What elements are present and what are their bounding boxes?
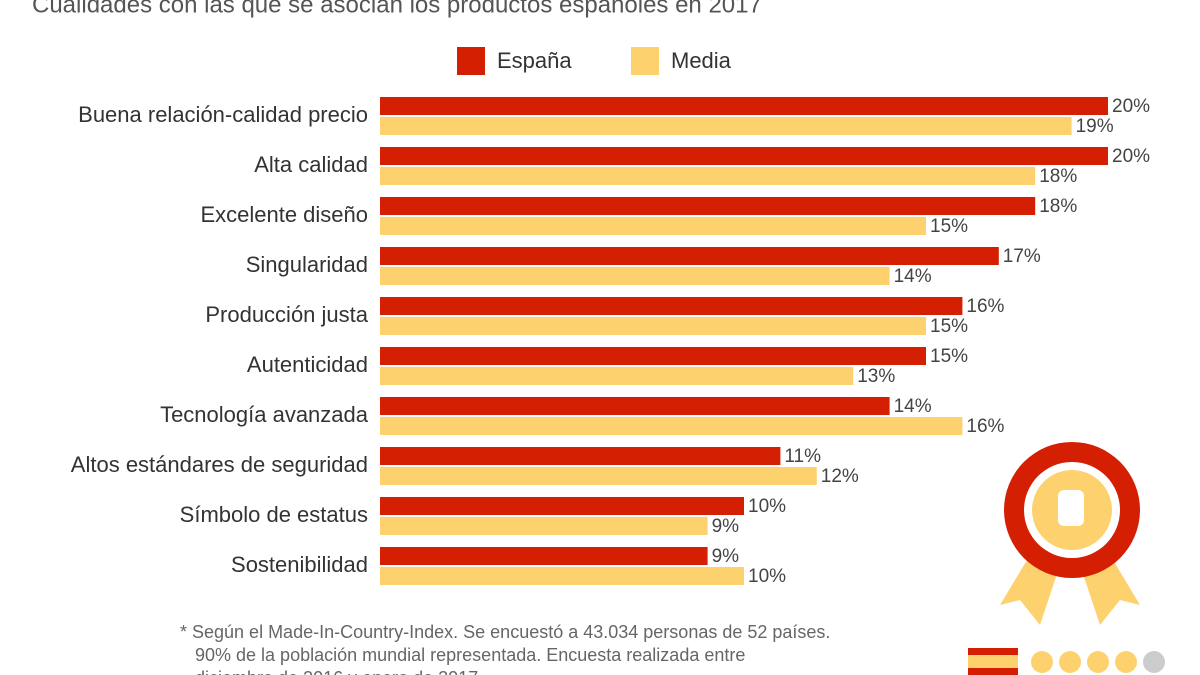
- value-label: 19%: [1076, 116, 1114, 137]
- category-label: Buena relación-calidad precio: [78, 102, 368, 127]
- value-label: 14%: [894, 266, 932, 287]
- category-label: Alta calidad: [254, 152, 368, 177]
- value-label: 15%: [930, 216, 968, 237]
- bar: [380, 567, 744, 585]
- category-label: Sostenibilidad: [231, 552, 368, 577]
- bar: [380, 117, 1072, 135]
- footnote: * Según el Made-In-Country-Index. Se enc…: [180, 622, 830, 642]
- value-label: 12%: [821, 466, 859, 487]
- category-label: Autenticidad: [247, 352, 368, 377]
- ribbon: [1000, 555, 1060, 625]
- footnote: diciembre de 2016 y enero de 2017: [195, 668, 478, 675]
- bar: [380, 247, 999, 265]
- legend-label: España: [497, 48, 572, 73]
- value-label: 17%: [1003, 246, 1041, 267]
- value-label: 15%: [930, 316, 968, 337]
- bar: [380, 417, 963, 435]
- value-label: 16%: [966, 296, 1004, 317]
- chart-subtitle: Cualidades con las que se asocian los pr…: [32, 0, 762, 18]
- value-label: 10%: [748, 566, 786, 587]
- bar: [380, 397, 890, 415]
- value-label: 18%: [1039, 166, 1077, 187]
- legend-swatch: [631, 47, 659, 75]
- value-label: 18%: [1039, 196, 1077, 217]
- bar: [380, 267, 890, 285]
- bar: [380, 467, 817, 485]
- value-label: 10%: [748, 496, 786, 517]
- value-label: 15%: [930, 346, 968, 367]
- bar: [380, 297, 963, 315]
- bar: [380, 547, 708, 565]
- value-label: 13%: [857, 366, 895, 387]
- decoration: [968, 442, 1165, 675]
- value-label: 20%: [1112, 96, 1150, 117]
- category-label: Altos estándares de seguridad: [71, 452, 368, 477]
- bar: [380, 167, 1036, 185]
- category-label: Tecnología avanzada: [160, 402, 369, 427]
- stars: [1031, 651, 1165, 673]
- flag: [968, 655, 1018, 668]
- bar: [380, 517, 708, 535]
- legend-swatch: [457, 47, 485, 75]
- value-label: 9%: [712, 516, 740, 537]
- value-label: 16%: [966, 416, 1004, 437]
- category-label: Símbolo de estatus: [180, 502, 368, 527]
- bar: [380, 347, 926, 365]
- bar: [380, 197, 1036, 215]
- bar: [380, 497, 744, 515]
- category-label: Producción justa: [205, 302, 368, 327]
- bar: [380, 447, 781, 465]
- value-label: 14%: [894, 396, 932, 417]
- legend-label: Media: [671, 48, 732, 73]
- value-label: 20%: [1112, 146, 1150, 167]
- footnote: 90% de la población mundial representada…: [195, 645, 745, 665]
- bar: [380, 217, 926, 235]
- category-label: Singularidad: [246, 252, 368, 277]
- bar: [380, 97, 1108, 115]
- value-label: 9%: [712, 546, 740, 567]
- category-label: Excelente diseño: [200, 202, 368, 227]
- thumb-icon: [1058, 490, 1084, 526]
- bar: [380, 317, 926, 335]
- bar: [380, 367, 854, 385]
- value-label: 11%: [784, 446, 821, 467]
- bar: [380, 147, 1108, 165]
